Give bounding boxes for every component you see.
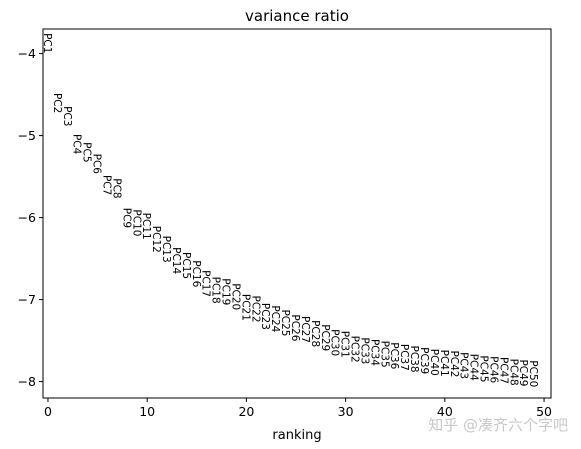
point-label-pc36: PC36 [388,342,400,369]
point-label-pc35: PC35 [378,341,390,368]
point-label-pc29: PC29 [319,324,331,351]
point-label-pc5: PC5 [81,142,93,162]
point-label-pc24: PC24 [269,305,281,332]
point-label-pc39: PC39 [418,347,430,374]
x-axis-label: ranking [272,428,321,443]
point-label-pc25: PC25 [279,309,291,336]
point-label-pc32: PC32 [349,336,361,363]
point-label-pc7: PC7 [100,175,112,195]
chart-title: variance ratio [245,7,349,25]
point-label-pc1: PC1 [41,33,53,53]
x-tick-label: 20 [238,404,254,419]
point-label-pc13: PC13 [160,236,172,263]
point-label-pc21: PC21 [239,294,251,321]
point-label-pc34: PC34 [368,339,380,366]
point-label-pc18: PC18 [210,277,222,304]
point-label-pc17: PC17 [200,270,212,297]
point-label-pc46: PC46 [487,356,499,383]
x-tick-label: 10 [139,404,155,419]
point-label-pc20: PC20 [229,283,241,310]
point-label-pc48: PC48 [507,359,519,386]
point-label-pc50: PC50 [527,360,539,387]
point-label-pc37: PC37 [398,344,410,371]
point-label-pc2: PC2 [51,93,63,113]
point-label-pc45: PC45 [478,355,490,382]
point-label-pc43: PC43 [458,352,470,379]
plot-frame [42,28,552,399]
point-label-pc8: PC8 [110,178,122,198]
point-label-pc33: PC33 [358,337,370,364]
x-tick-label: 30 [338,404,354,419]
point-label-pc10: PC10 [130,209,142,236]
point-label-pc28: PC28 [309,320,321,347]
point-label-pc4: PC4 [71,134,83,155]
point-label-pc22: PC22 [249,296,261,323]
point-label-pc42: PC42 [448,350,460,377]
point-label-pc44: PC44 [468,354,480,381]
point-label-pc11: PC11 [140,213,152,240]
point-label-pc3: PC3 [61,106,73,126]
point-label-pc19: PC19 [220,278,232,305]
point-label-pc23: PC23 [259,303,271,330]
y-tick-label: −4 [18,46,36,61]
point-label-pc49: PC49 [517,359,529,386]
x-tick-label: 0 [44,404,52,419]
point-label-pc31: PC31 [339,331,351,358]
point-label-pc26: PC26 [289,314,301,341]
y-tick-label: −6 [18,210,36,225]
point-label-pc47: PC47 [497,357,509,384]
y-axis-ticks: −4 −5 −6 −7 −8 [18,46,43,389]
point-label-pc9: PC9 [120,208,132,228]
point-label-pc40: PC40 [428,349,440,376]
x-tick-label: 40 [437,404,453,419]
y-tick-label: −5 [18,128,36,143]
point-label-pc41: PC41 [438,350,450,377]
point-label-pc15: PC15 [180,252,192,279]
point-label-pc27: PC27 [299,316,311,343]
point-label-pc30: PC30 [329,329,341,356]
point-labels: PC1PC2PC3PC4PC5PC6PC7PC8PC9PC10PC11PC12P… [41,33,539,387]
x-tick-label: 50 [536,404,552,419]
y-tick-label: −8 [18,374,36,389]
point-label-pc12: PC12 [150,226,162,253]
watermark-text: 知乎 @凑齐六个字吧 [428,416,568,434]
point-label-pc6: PC6 [91,154,103,175]
x-axis-ticks: 0 10 20 30 40 50 [44,398,552,419]
point-label-pc14: PC14 [170,247,182,274]
point-label-pc16: PC16 [190,260,202,287]
y-tick-label: −7 [18,292,36,307]
point-label-pc38: PC38 [408,346,420,373]
